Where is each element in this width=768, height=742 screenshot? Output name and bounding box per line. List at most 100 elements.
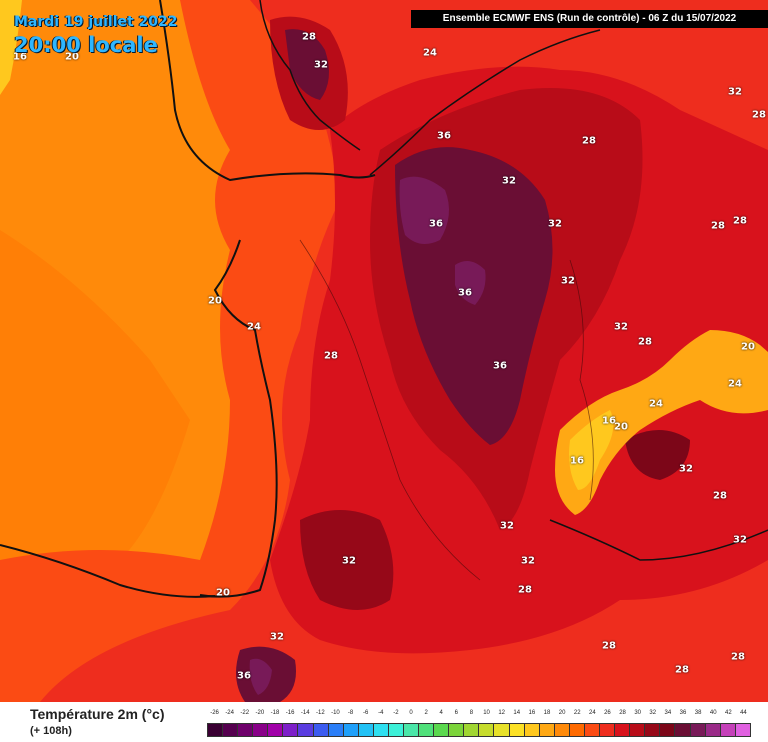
temperature-value-label: 32 [342, 555, 356, 567]
scale-tick-label: -26 [210, 710, 219, 716]
color-swatch [735, 724, 750, 736]
scale-tick-label: 2 [424, 710, 428, 716]
color-swatch [208, 724, 224, 736]
temperature-value-label: 36 [429, 218, 443, 230]
scale-tick-label: 8 [469, 710, 474, 716]
temperature-value-label: 20 [208, 295, 222, 307]
coastline-atlantic [199, 239, 278, 598]
temperature-value-label: 24 [728, 378, 742, 390]
color-swatch [660, 724, 676, 736]
scale-tick-label: 26 [604, 710, 611, 716]
scale-tick-label: 18 [543, 710, 551, 716]
color-swatch [720, 724, 736, 736]
temperature-value-label: 32 [500, 520, 514, 532]
color-swatch [539, 724, 555, 736]
scale-tick-label: 38 [694, 710, 702, 716]
coastline-mediterranean [549, 519, 768, 561]
scale-tick-label: -14 [300, 710, 310, 716]
temperature-value-label: 28 [324, 350, 338, 362]
coastline-north [369, 29, 601, 176]
scale-tick-label: 16 [528, 710, 536, 716]
temperature-value-label: 32 [502, 175, 516, 187]
temperature-value-label: 32 [314, 59, 328, 71]
color-swatch [388, 724, 405, 736]
temperature-value-label: 32 [561, 275, 575, 287]
temperature-value-label: 20 [614, 421, 628, 433]
temperature-value-label: 36 [493, 360, 507, 372]
scale-tick-label: 0 [409, 710, 413, 716]
color-swatch [268, 724, 284, 736]
scale-tick-label: 6 [454, 710, 458, 716]
scale-tick-label: 22 [573, 710, 581, 716]
scale-tick-label: 10 [483, 710, 490, 716]
temperature-value-label: 32 [614, 321, 628, 333]
south-peak-heat [249, 658, 272, 695]
color-swatch [569, 724, 585, 736]
scale-tick-label: 24 [588, 710, 596, 716]
scale-tick-label: -22 [240, 710, 250, 716]
temperature-value-label: 16 [602, 415, 616, 427]
scale-tick-label: 34 [664, 710, 672, 716]
scale-tick-label: -8 [347, 710, 354, 716]
scale-tick-label: 28 [619, 710, 626, 716]
color-swatch [358, 724, 374, 736]
temperature-value-label: 32 [679, 463, 693, 475]
color-swatch [690, 724, 706, 736]
cool-pocket-northwest [0, 0, 22, 95]
temperature-value-label: 20 [216, 587, 230, 599]
coastline-britain [259, 0, 361, 151]
border-east [569, 259, 594, 501]
temperature-value-label: 16 [13, 51, 27, 63]
scale-tick-label: -24 [225, 710, 234, 716]
scale-tick-label: -2 [393, 710, 399, 716]
scale-tick-label: 40 [709, 710, 717, 716]
temperature-value-label: 28 [302, 31, 316, 43]
temperature-value-label: 28 [675, 664, 689, 676]
color-swatch [479, 724, 495, 736]
temperature-map: 16 20 28 32 24 32 28 36 28 32 36 32 28 28 36 32 20 24 32 28… [0, 0, 768, 702]
temperature-value-label: 16 [570, 455, 584, 467]
legend: Température 2m (°c) (+ 108h) -26 -24 -22 -2… [0, 702, 768, 742]
color-swatch [645, 724, 661, 736]
temperature-value-label: 28 [713, 490, 727, 502]
color-swatch [223, 724, 239, 736]
color-swatch [705, 724, 721, 736]
temperature-value-label: 36 [437, 130, 451, 142]
temperature-value-label: 28 [711, 220, 725, 232]
scale-tick-label: -12 [315, 710, 325, 716]
color-swatch [434, 724, 450, 736]
scale-tick-label: 4 [439, 710, 443, 716]
color-swatch [615, 724, 631, 736]
scale-tick-label: -16 [285, 710, 295, 716]
scale-tick-label: -6 [362, 710, 369, 716]
peak-heat-center [455, 261, 486, 305]
color-swatch [675, 724, 691, 736]
color-swatch [343, 724, 359, 736]
coastline-cantabrian [0, 544, 216, 598]
scale-tick-label: 12 [498, 710, 505, 716]
color-swatch [253, 724, 269, 736]
temperature-value-label: 20 [65, 51, 79, 63]
color-scale-bar [207, 723, 751, 737]
color-swatch [404, 724, 420, 736]
color-scale-ticks: -26 -24 -22 -20 -18 -16 -14 -12 -10 -8 -6 -4 -2 0 2 4 6 8… [207, 710, 751, 720]
temperature-value-label: 28 [638, 336, 652, 348]
scale-tick-label: 20 [558, 710, 566, 716]
color-swatch [449, 724, 465, 736]
temperature-value-label: 36 [237, 670, 251, 682]
color-swatch [584, 724, 601, 736]
scale-tick-label: 36 [679, 710, 687, 716]
legend-lead-time: (+ 108h) [30, 725, 72, 737]
temperature-value-label: 32 [548, 218, 562, 230]
temperature-value-label: 20 [741, 341, 755, 353]
border-lines [299, 239, 481, 581]
ocean-band [0, 230, 190, 560]
britain-core-heat [285, 29, 329, 101]
temperature-value-label: 24 [649, 398, 663, 410]
forecast-date: Mardi 19 juillet 2022 [14, 14, 178, 30]
temperature-value-label: 28 [602, 640, 616, 652]
scale-tick-label: -10 [331, 710, 340, 716]
forecast-time: 20:00 locale [14, 33, 158, 57]
color-swatch [313, 724, 329, 736]
